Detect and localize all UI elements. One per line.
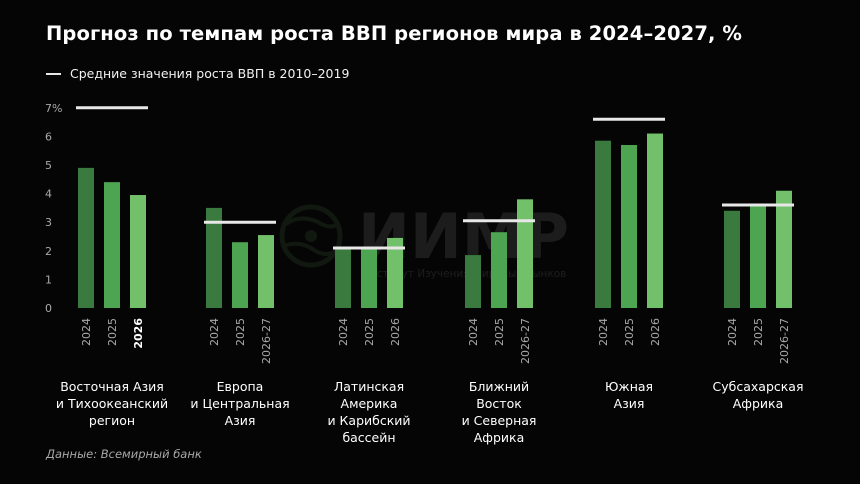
bar — [750, 205, 766, 308]
bar — [104, 182, 120, 308]
group-label-line: и Северная — [461, 413, 537, 428]
y-tick-label: 3 — [45, 216, 52, 229]
legend-line-swatch — [46, 72, 61, 75]
legend: Средние значения роста ВВП в 2010–2019 — [46, 66, 349, 81]
watermark: ИИМР Институт Изучения Мировых Рынков — [279, 200, 569, 280]
group-label-line: Африка — [473, 430, 525, 445]
group-label-line: и Центральная — [190, 396, 290, 411]
x-tick-label: 2025 — [493, 318, 506, 346]
x-tick-label: 2025 — [752, 318, 765, 346]
group-label: Латинская Америка и Карибский бассейн — [294, 378, 444, 446]
group-label-line: Восточная Азия — [60, 379, 164, 394]
bar — [387, 237, 403, 308]
x-tick-label: 2024 — [337, 318, 350, 346]
group-label-line: Азия — [613, 396, 645, 411]
bar — [232, 242, 248, 308]
bar — [595, 140, 611, 308]
group-label: Европа и Центральная Азия — [165, 378, 315, 429]
group-label-line: Америка — [340, 396, 398, 411]
x-tick-label: 2026 — [132, 318, 145, 349]
bar — [130, 195, 146, 308]
group-label-line: Южная — [604, 379, 654, 394]
bar — [517, 199, 533, 308]
x-tick-label: 2024 — [208, 318, 221, 346]
average-lines — [76, 106, 794, 250]
x-tick-label: 2026-27 — [519, 318, 532, 364]
bar — [621, 144, 637, 308]
y-tick-label: 2 — [45, 245, 52, 258]
x-tick-label: 2024 — [726, 318, 739, 346]
x-tick-label: 2024 — [467, 318, 480, 346]
x-tick-label: 2025 — [106, 318, 119, 346]
y-tick-label: 1 — [45, 273, 52, 286]
x-tick-label: 2026-27 — [260, 318, 273, 364]
group-label-line: Ближний — [468, 379, 530, 394]
group-label-line: Африка — [732, 396, 784, 411]
source-note: Данные: Всемирный банк — [46, 447, 202, 461]
bar — [724, 210, 740, 308]
bars — [78, 133, 792, 308]
y-tick-label: 0 — [45, 302, 52, 315]
x-tick-label: 2025 — [623, 318, 636, 346]
group-label-line: Азия — [224, 413, 256, 428]
x-tick-label: 2026 — [649, 318, 662, 346]
group-label-line: Восток — [476, 396, 522, 411]
group-label-line: бассейн — [342, 430, 396, 445]
y-tick-label: 4 — [45, 188, 52, 201]
globe-logo-icon — [279, 204, 343, 268]
y-tick-label: 6 — [45, 130, 52, 143]
group-label-line: Латинская — [333, 379, 405, 394]
group-label-line: и Тихоокеанский — [55, 396, 169, 411]
bar — [491, 232, 507, 308]
x-tick-label: 2024 — [597, 318, 610, 346]
x-tick-label: 2026 — [389, 318, 402, 346]
group-label-line: Европа — [216, 379, 264, 394]
bar — [647, 133, 663, 308]
x-axis-labels: 2024 2025 2026 2024 2025 2026-27 2024 2025 2026 2… — [80, 318, 791, 364]
bar — [258, 235, 274, 308]
bar — [335, 246, 351, 308]
x-tick-label: 2024 — [80, 318, 93, 346]
y-axis: 0 1 2 3 4 5 6 7% — [45, 102, 62, 315]
x-tick-label: 2026-27 — [778, 318, 791, 364]
x-tick-label: 2025 — [234, 318, 247, 346]
watermark-subtext: Институт Изучения Мировых Рынков — [362, 268, 566, 280]
group-label: Восточная Азия и Тихоокеанский регион — [37, 378, 187, 429]
group-label: Субсахарская Африка — [683, 378, 833, 412]
legend-label: Средние значения роста ВВП в 2010–2019 — [70, 66, 350, 81]
bar — [78, 167, 94, 308]
y-tick-label: 7% — [45, 102, 62, 115]
group-label: Ближний Восток и Северная Африка — [424, 378, 574, 446]
group-label-line: Субсахарская — [712, 379, 804, 394]
bar — [465, 255, 481, 308]
chart-title: Прогноз по темпам роста ВВП регионов мир… — [46, 22, 743, 45]
y-tick-label: 5 — [45, 159, 52, 172]
group-label-line: и Карибский — [327, 413, 411, 428]
bar — [206, 207, 222, 308]
bar — [361, 247, 377, 308]
bar — [776, 190, 792, 308]
group-label: Южная Азия — [554, 378, 704, 412]
group-label-line: регион — [88, 413, 136, 428]
x-tick-label: 2025 — [363, 318, 376, 346]
